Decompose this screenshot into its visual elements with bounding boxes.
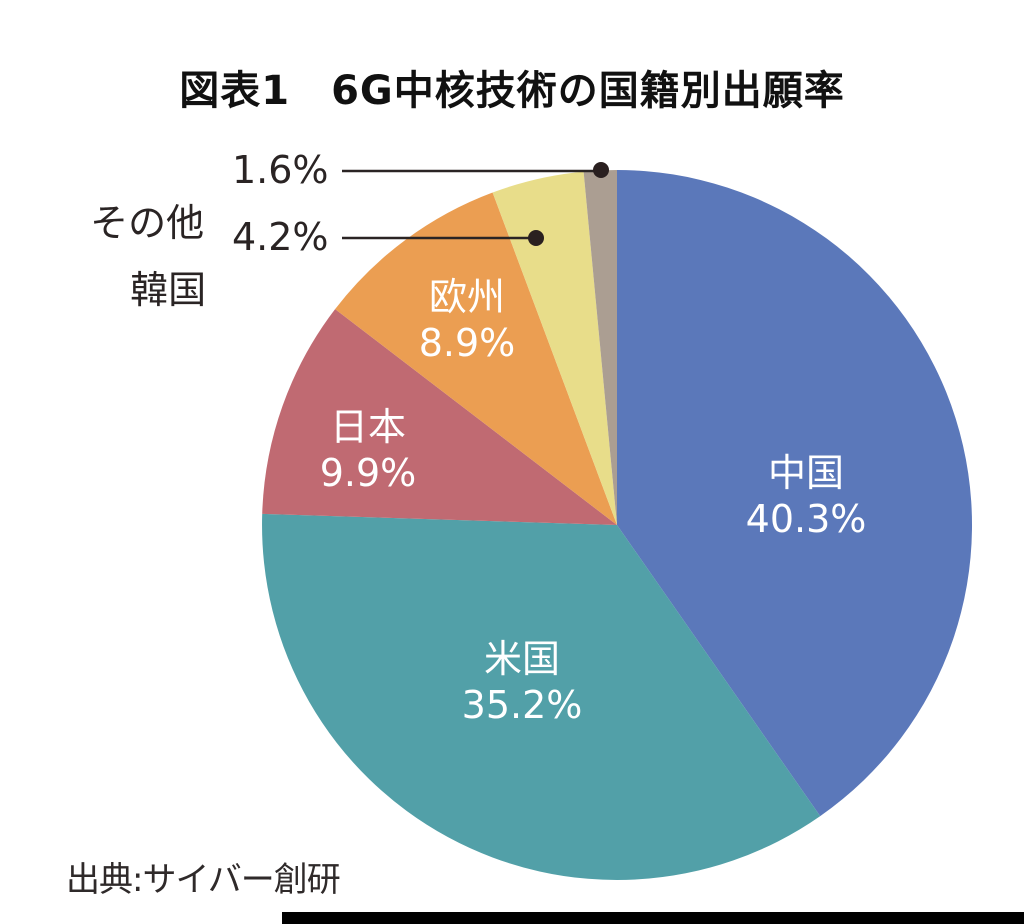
black-bar	[282, 912, 1024, 924]
callout-other: その他	[66, 148, 204, 247]
source-note: 出典:サイバー創研	[66, 860, 341, 900]
slice-korea	[492, 171, 617, 525]
label-china-name: 中国	[767, 451, 844, 495]
callout-korea-pct: 4.2%	[232, 215, 329, 259]
slice-other	[583, 170, 617, 525]
label-japan-name: 日本	[329, 405, 407, 449]
callout-korea-name: 韓国	[130, 268, 207, 312]
label-usa-pct: 35.2%	[461, 683, 583, 727]
slice-japan	[262, 309, 617, 525]
leader-dot-korea	[528, 230, 544, 246]
slice-usa	[262, 513, 821, 880]
label-usa-name: 米国	[483, 637, 560, 681]
label-japan-pct: 9.9%	[319, 451, 417, 495]
callout-korea: 韓国	[106, 215, 206, 314]
label-europe-pct: 8.9%	[418, 321, 516, 365]
leader-dot-other	[593, 162, 609, 178]
slice-europe	[335, 192, 617, 525]
slice-china	[617, 170, 973, 817]
callout-other-name: その他	[90, 201, 205, 245]
label-europe-name: 欧州	[428, 275, 506, 319]
label-china: 中国 40.3%	[746, 450, 867, 542]
label-europe: 欧州 8.9%	[419, 274, 516, 366]
label-japan: 日本 9.9%	[320, 404, 417, 496]
label-usa: 米国 35.2%	[462, 636, 583, 728]
callout-other-pct: 1.6%	[232, 148, 329, 192]
label-china-pct: 40.3%	[745, 497, 867, 541]
chart-title: 図表1 6G中核技術の国籍別出願率	[179, 68, 845, 114]
